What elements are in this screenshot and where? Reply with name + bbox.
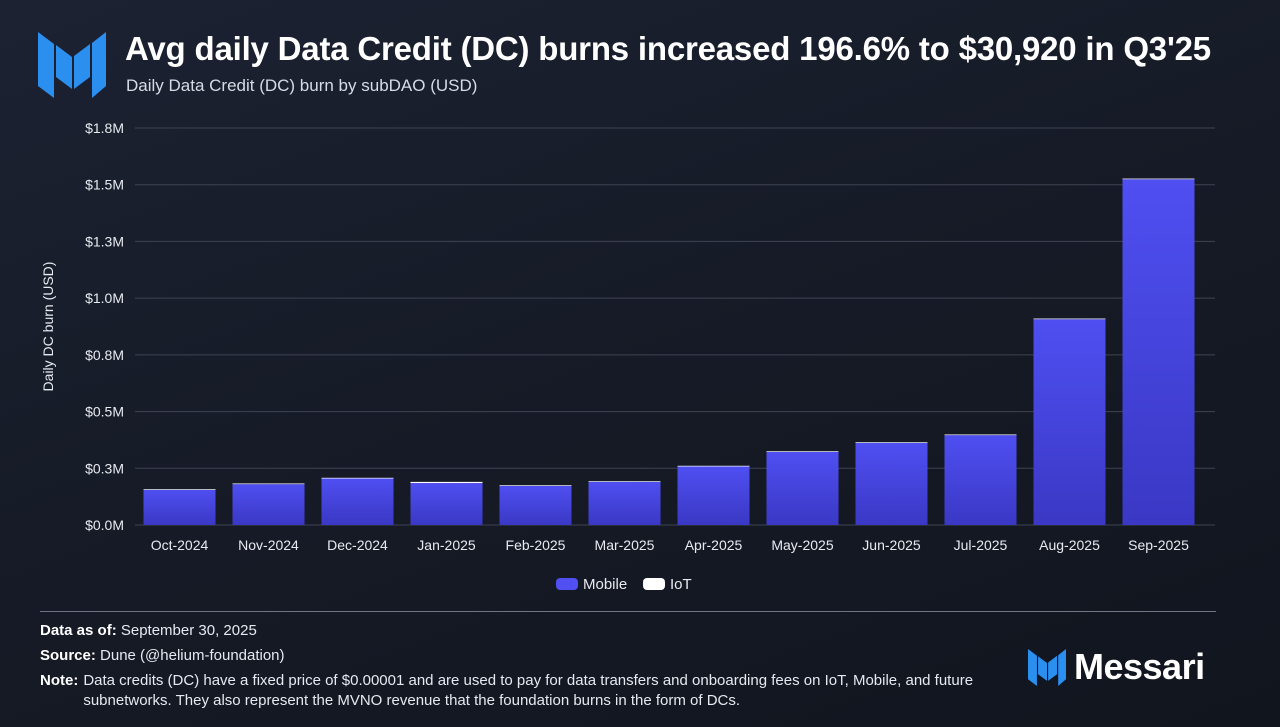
messari-brand-icon xyxy=(1028,648,1066,686)
bar-mobile xyxy=(766,451,839,525)
x-tick-label: Jun-2025 xyxy=(862,537,921,553)
legend-label-iot: IoT xyxy=(670,576,692,593)
y-tick-label: $0.0M xyxy=(85,517,124,533)
bar-iot xyxy=(1122,178,1195,180)
y-tick-label: $0.3M xyxy=(85,460,124,476)
x-tick-label: Apr-2025 xyxy=(685,537,743,553)
bar-iot xyxy=(499,485,572,486)
chart-title: Avg daily Data Credit (DC) burns increas… xyxy=(125,30,1211,67)
bar-mobile xyxy=(321,478,394,525)
bar-iot xyxy=(321,477,394,479)
data-as-of: Data as of: September 30, 2025 xyxy=(40,621,257,641)
note-label: Note: xyxy=(40,672,79,689)
bar-iot xyxy=(677,465,750,467)
y-tick-label: $0.8M xyxy=(85,347,124,363)
bar-mobile xyxy=(677,466,750,525)
legend-swatch-mobile xyxy=(556,578,578,590)
bar-iot xyxy=(588,481,661,482)
x-tick-label: Feb-2025 xyxy=(506,537,566,553)
bar-mobile xyxy=(944,435,1017,525)
legend-label-mobile: Mobile xyxy=(583,576,627,593)
messari-logo-icon xyxy=(38,32,106,98)
chart-subtitle: Daily Data Credit (DC) burn by subDAO (U… xyxy=(126,76,478,95)
x-tick-label: May-2025 xyxy=(771,537,833,553)
bar-mobile xyxy=(588,481,661,525)
y-axis-label: Daily DC burn (USD) xyxy=(40,262,56,392)
bar-iot xyxy=(766,451,839,452)
y-tick-label: $1.3M xyxy=(85,233,124,249)
bar-iot xyxy=(855,442,928,443)
x-tick-label: Aug-2025 xyxy=(1039,537,1100,553)
y-tick-label: $0.5M xyxy=(85,404,124,420)
bar-iot xyxy=(143,489,216,490)
y-tick-label: $1.5M xyxy=(85,177,124,193)
y-tick-label: $1.0M xyxy=(85,290,124,306)
note-value: Data credits (DC) have a fixed price of … xyxy=(83,672,974,709)
y-tick-label: $1.8M xyxy=(85,120,124,136)
x-tick-label: Sep-2025 xyxy=(1128,537,1189,553)
x-tick-label: Nov-2024 xyxy=(238,537,299,553)
bar-mobile xyxy=(499,485,572,525)
bar-mobile xyxy=(1033,319,1106,525)
bar-iot xyxy=(232,483,305,485)
bar-chart: $0.0M $0.3M $0.5M $0.8M $1.0M $1.3M $1.5M $1.8M… xyxy=(40,120,1215,593)
bar-mobile xyxy=(1122,179,1195,525)
bar-iot xyxy=(944,434,1017,436)
x-tick-label: Jan-2025 xyxy=(417,537,476,553)
bar-mobile xyxy=(855,442,928,525)
messari-brand: Messari xyxy=(1028,646,1205,688)
brand-name: Messari xyxy=(1074,646,1205,687)
bar-mobile xyxy=(410,483,483,525)
source-value: Dune (@helium-foundation) xyxy=(100,647,285,664)
x-tick-label: Jul-2025 xyxy=(954,537,1008,553)
bar-mobile xyxy=(232,484,305,525)
bar-mobile xyxy=(143,489,216,525)
data-as-of-label: Data as of: xyxy=(40,622,117,639)
footer-divider xyxy=(40,611,1216,612)
x-tick-label: Oct-2024 xyxy=(151,537,209,553)
bar-iot xyxy=(1033,318,1106,320)
note: Note: Data credits (DC) have a fixed pri… xyxy=(40,671,1030,711)
legend-swatch-iot xyxy=(643,578,665,590)
data-as-of-value: September 30, 2025 xyxy=(120,622,257,639)
source-label: Source: xyxy=(40,647,96,664)
bar-iot xyxy=(410,481,483,484)
source: Source: Dune (@helium-foundation) xyxy=(40,646,285,666)
x-tick-label: Mar-2025 xyxy=(595,537,655,553)
x-tick-label: Dec-2024 xyxy=(327,537,388,553)
